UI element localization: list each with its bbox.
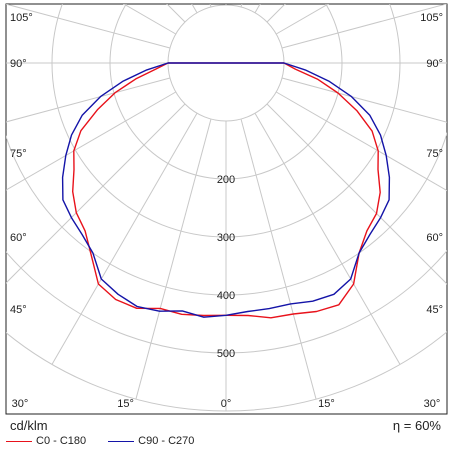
legend-swatch-c90: [108, 440, 135, 442]
grid-spoke-240: [122, 4, 177, 35]
angle-label-left-1: 75°: [10, 148, 27, 160]
grid-spoke-300: [6, 91, 177, 191]
legend-item-c0: C0 - C180: [6, 435, 86, 447]
legend-label-c0: C0 - C180: [36, 435, 87, 447]
angle-label-right-1: 75°: [426, 148, 443, 160]
unit-label: cd/klm: [10, 418, 48, 433]
series-line-1: [61, 62, 391, 318]
grid-spoke-45: [266, 103, 447, 285]
efficiency-label: η = 60%: [392, 418, 441, 433]
grid-spoke-60: [275, 91, 447, 192]
angle-label-left-0: 90°: [10, 58, 27, 70]
grid-spoke-120: [275, 4, 330, 35]
series-layer: [61, 62, 391, 319]
grid-spoke-75: [281, 77, 447, 123]
legend-item-c90: C90 - C270: [108, 435, 194, 447]
legend: C0 - C180 C90 - C270: [6, 435, 194, 447]
legend-swatch-c0: [6, 440, 32, 442]
angle-label-bottom-4: 30°: [424, 398, 441, 410]
angle-label-left-3: 45°: [10, 304, 27, 316]
grid-spoke-330: [51, 112, 198, 365]
grid-spoke-105: [281, 4, 447, 49]
angle-label-right-0: 90°: [426, 58, 443, 70]
grid-spoke-315: [6, 103, 186, 284]
angle-label-left-2: 60°: [10, 232, 27, 244]
label-layer: 200 300 400 500 90° 90° 75° 75° 60° 60° 45° 45° 105°…: [10, 12, 443, 410]
angle-label-bottom-2: 0°: [221, 398, 232, 410]
angle-label-right-3: 45°: [426, 304, 443, 316]
radial-tick-400: 400: [217, 290, 235, 302]
grid-spoke-345: [135, 118, 212, 400]
polar-grid: [6, 4, 447, 412]
radial-tick-500: 500: [217, 348, 235, 360]
grid-spoke-285: [6, 77, 171, 123]
radial-tick-300: 300: [217, 232, 235, 244]
legend-label-c90: C90 - C270: [138, 435, 195, 447]
series-line-0: [72, 62, 381, 319]
angle-label-bottom-0: 30°: [12, 398, 29, 410]
grid-spoke-15: [240, 118, 317, 400]
grid-spoke-30: [254, 112, 401, 365]
angle-label-right-top: 105°: [420, 12, 443, 24]
radial-tick-200: 200: [217, 174, 235, 186]
grid-spoke-255: [6, 4, 171, 49]
angle-label-bottom-1: 15°: [117, 398, 134, 410]
angle-label-bottom-3: 15°: [318, 398, 335, 410]
angle-label-left-top: 105°: [10, 12, 33, 24]
chart-footer: cd/klm η = 60% C0 - C180 C90 - C270: [0, 415, 453, 450]
angle-label-right-2: 60°: [426, 232, 443, 244]
